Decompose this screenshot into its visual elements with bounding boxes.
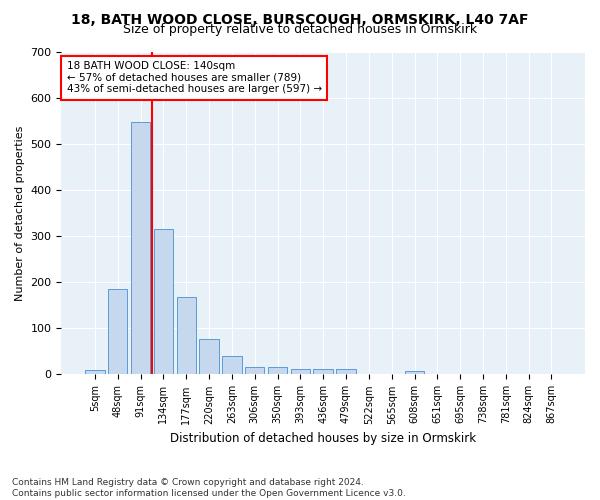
- Bar: [290, 369, 310, 374]
- Y-axis label: Number of detached properties: Number of detached properties: [15, 126, 25, 300]
- Text: 18 BATH WOOD CLOSE: 140sqm
← 57% of detached houses are smaller (789)
43% of sem: 18 BATH WOOD CLOSE: 140sqm ← 57% of deta…: [67, 61, 322, 94]
- Bar: [154, 229, 173, 374]
- Bar: [176, 297, 196, 374]
- Bar: [131, 122, 150, 374]
- Bar: [245, 366, 265, 374]
- Bar: [85, 370, 104, 374]
- Text: Contains HM Land Registry data © Crown copyright and database right 2024.
Contai: Contains HM Land Registry data © Crown c…: [12, 478, 406, 498]
- Bar: [222, 356, 242, 374]
- Bar: [313, 369, 333, 374]
- Text: 18, BATH WOOD CLOSE, BURSCOUGH, ORMSKIRK, L40 7AF: 18, BATH WOOD CLOSE, BURSCOUGH, ORMSKIRK…: [71, 12, 529, 26]
- Bar: [268, 366, 287, 374]
- Bar: [108, 289, 127, 374]
- Text: Size of property relative to detached houses in Ormskirk: Size of property relative to detached ho…: [123, 22, 477, 36]
- Bar: [199, 339, 219, 374]
- Bar: [337, 369, 356, 374]
- Bar: [405, 371, 424, 374]
- X-axis label: Distribution of detached houses by size in Ormskirk: Distribution of detached houses by size …: [170, 432, 476, 445]
